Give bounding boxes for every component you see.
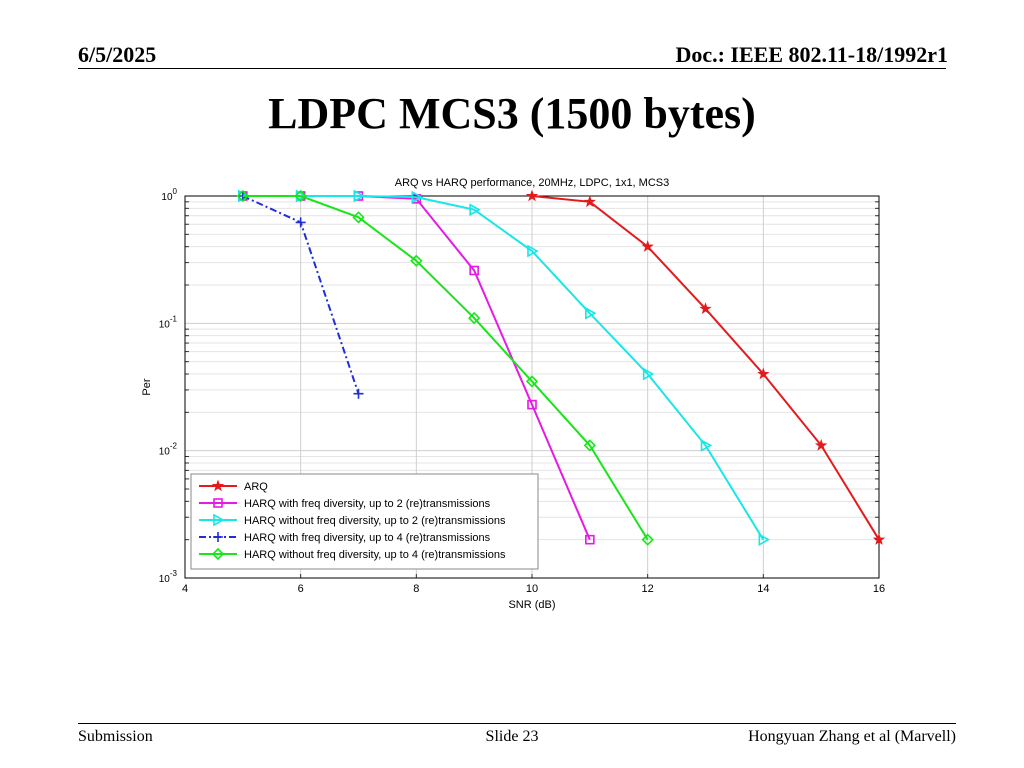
x-tick-label: 12: [642, 583, 654, 595]
y-tick-base: 10: [159, 319, 171, 330]
y-tick-exponent: -1: [170, 314, 178, 323]
footer-author: Hongyuan Zhang et al (Marvell): [748, 728, 956, 745]
data-point: [642, 367, 655, 381]
data-point: [353, 189, 366, 203]
header-divider: [78, 68, 946, 69]
data-point: [583, 195, 597, 208]
y-tick-label: 10-2: [159, 442, 178, 458]
y-tick-exponent: -2: [170, 442, 178, 451]
series-1: [525, 189, 886, 545]
x-tick-label: 16: [873, 583, 885, 595]
data-point: [525, 189, 539, 202]
series-line: [242, 195, 649, 541]
data-point: [469, 203, 481, 217]
data-point: [469, 265, 479, 276]
x-tick-label: 4: [182, 583, 188, 595]
series-5: [236, 189, 654, 546]
footer-slide-number: Slide 23: [485, 728, 539, 745]
y-tick-label: 10-3: [159, 569, 178, 585]
x-tick-label: 10: [526, 583, 538, 595]
footer-submission: Submission: [78, 728, 153, 745]
data-point: [641, 240, 654, 252]
data-point: [525, 375, 539, 388]
y-tick-exponent: -3: [170, 569, 178, 578]
data-point: [236, 189, 249, 203]
series-3: [238, 189, 770, 547]
data-point: [700, 439, 713, 452]
legend-entry-label: ARQ: [244, 481, 268, 493]
legend-entry-label: HARQ with freq diversity, up to 4 (re)tr…: [244, 532, 491, 544]
legend-entry-label: HARQ without freq diversity, up to 2 (re…: [244, 515, 506, 527]
chart-title: ARQ vs HARQ performance, 20MHz, LDPC, 1x…: [395, 177, 669, 189]
data-point: [411, 190, 423, 204]
data-point: [468, 311, 481, 325]
legend-entry-label: HARQ without freq diversity, up to 4 (re…: [244, 549, 506, 561]
data-point: [758, 533, 770, 547]
legend-box: [190, 473, 539, 570]
data-point: [410, 254, 423, 267]
x-tick-label: 14: [757, 583, 769, 595]
y-tick-label: 10-1: [159, 314, 178, 330]
legend-swatch-marker: [213, 513, 225, 527]
y-tick-label: 100: [161, 187, 177, 203]
data-point: [641, 533, 654, 546]
data-point: [527, 399, 537, 410]
data-point: [353, 388, 364, 399]
y-tick-base: 10: [161, 192, 173, 203]
header-document-id: Doc.: IEEE 802.11-18/1992r1: [675, 42, 948, 67]
data-point: [872, 533, 886, 545]
slide-title: LDPC MCS3 (1500 bytes): [268, 89, 756, 138]
data-point: [585, 306, 597, 320]
header-date: 6/5/2025: [78, 42, 157, 67]
legend: ARQ HARQ with freq diversity, up to 2 (re…: [190, 473, 539, 570]
legend-swatch-marker: [213, 498, 223, 508]
data-point: [699, 302, 712, 315]
y-axis-label: Per: [141, 378, 153, 395]
data-point: [757, 367, 770, 380]
y-tick-base: 10: [159, 447, 171, 458]
y-tick-base: 10: [159, 574, 171, 585]
legend-swatch-marker: [211, 547, 225, 561]
data-point: [814, 438, 828, 451]
x-axis-label: SNR (dB): [508, 599, 555, 611]
data-point: [583, 439, 596, 452]
legend-entry-label: HARQ with freq diversity, up to 2 (re)tr…: [244, 498, 491, 510]
data-point: [527, 244, 539, 258]
legend-swatch-marker: [211, 479, 225, 492]
y-tick-exponent: 0: [173, 187, 178, 196]
data-point: [585, 534, 595, 545]
legend-swatch-marker: [213, 532, 223, 542]
data-point: [294, 189, 307, 203]
series-line: [242, 195, 765, 541]
data-point: [352, 211, 365, 224]
data-point: [295, 217, 306, 228]
x-tick-label: 8: [413, 583, 419, 595]
footer-divider: [78, 723, 956, 724]
x-tick-label: 6: [298, 583, 304, 595]
